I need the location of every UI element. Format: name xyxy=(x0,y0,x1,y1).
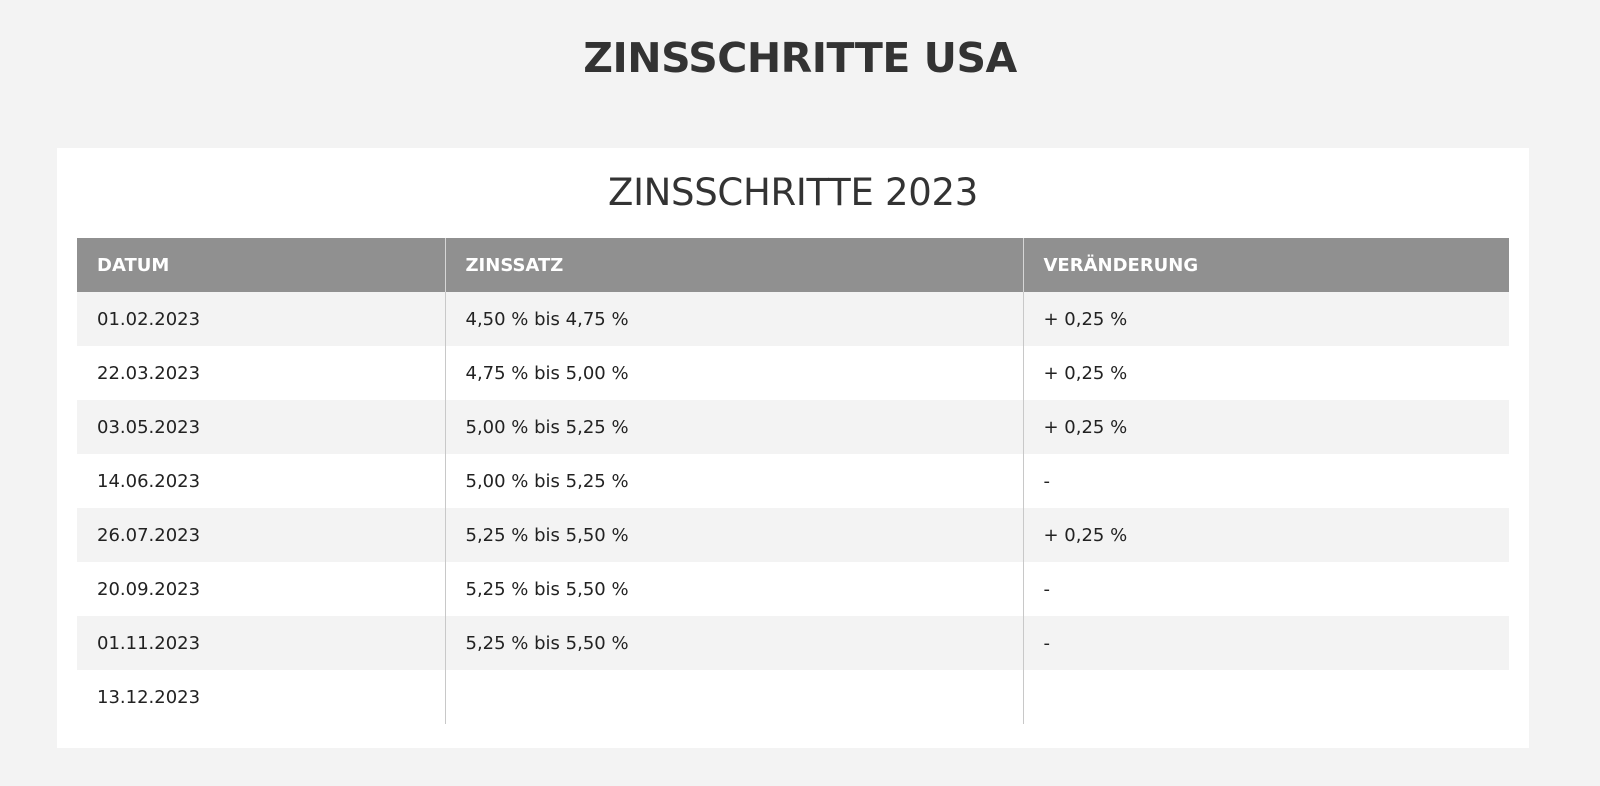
table-header-row: DATUM ZINSSATZ VERÄNDERUNG xyxy=(77,238,1509,292)
rate-cell xyxy=(444,670,1023,724)
table-row: 14.06.2023 5,00 % bis 5,25 % - xyxy=(77,454,1509,508)
page-title: ZINSSCHRITTE USA xyxy=(583,34,1017,82)
change-cell: + 0,25 % xyxy=(1022,508,1509,562)
table-row: 01.02.2023 4,50 % bis 4,75 % + 0,25 % xyxy=(77,292,1509,346)
date-cell: 01.11.2023 xyxy=(77,616,445,670)
change-cell: + 0,25 % xyxy=(1022,292,1509,346)
rate-steps-table: DATUM ZINSSATZ VERÄNDERUNG 01.02.2023 4,… xyxy=(77,238,1509,724)
change-cell: - xyxy=(1022,562,1509,616)
rate-cell: 5,25 % bis 5,50 % xyxy=(444,562,1023,616)
rate-cell: 5,00 % bis 5,25 % xyxy=(444,400,1023,454)
date-cell: 20.09.2023 xyxy=(77,562,445,616)
column-header-datum: DATUM xyxy=(77,238,445,292)
change-cell: - xyxy=(1022,616,1509,670)
date-cell: 22.03.2023 xyxy=(77,346,445,400)
column-header-veraenderung: VERÄNDERUNG xyxy=(1022,238,1509,292)
change-cell: + 0,25 % xyxy=(1022,346,1509,400)
table-row: 13.12.2023 xyxy=(77,670,1509,724)
table-row: 03.05.2023 5,00 % bis 5,25 % + 0,25 % xyxy=(77,400,1509,454)
table-row: 26.07.2023 5,25 % bis 5,50 % + 0,25 % xyxy=(77,508,1509,562)
card-title: ZINSSCHRITTE 2023 xyxy=(608,171,978,214)
date-cell: 13.12.2023 xyxy=(77,670,445,724)
table-row: 22.03.2023 4,75 % bis 5,00 % + 0,25 % xyxy=(77,346,1509,400)
table-row: 01.11.2023 5,25 % bis 5,50 % - xyxy=(77,616,1509,670)
table-row: 20.09.2023 5,25 % bis 5,50 % - xyxy=(77,562,1509,616)
date-cell: 01.02.2023 xyxy=(77,292,445,346)
rate-cell: 4,75 % bis 5,00 % xyxy=(444,346,1023,400)
change-cell: - xyxy=(1022,454,1509,508)
change-cell: + 0,25 % xyxy=(1022,400,1509,454)
rate-steps-card: ZINSSCHRITTE 2023 DATUM ZINSSATZ VERÄNDE… xyxy=(57,148,1529,748)
rate-cell: 4,50 % bis 4,75 % xyxy=(444,292,1023,346)
column-header-zinssatz: ZINSSATZ xyxy=(444,238,1023,292)
rate-cell: 5,25 % bis 5,50 % xyxy=(444,616,1023,670)
date-cell: 03.05.2023 xyxy=(77,400,445,454)
date-cell: 14.06.2023 xyxy=(77,454,445,508)
date-cell: 26.07.2023 xyxy=(77,508,445,562)
rate-cell: 5,00 % bis 5,25 % xyxy=(444,454,1023,508)
change-cell xyxy=(1022,670,1509,724)
rate-cell: 5,25 % bis 5,50 % xyxy=(444,508,1023,562)
